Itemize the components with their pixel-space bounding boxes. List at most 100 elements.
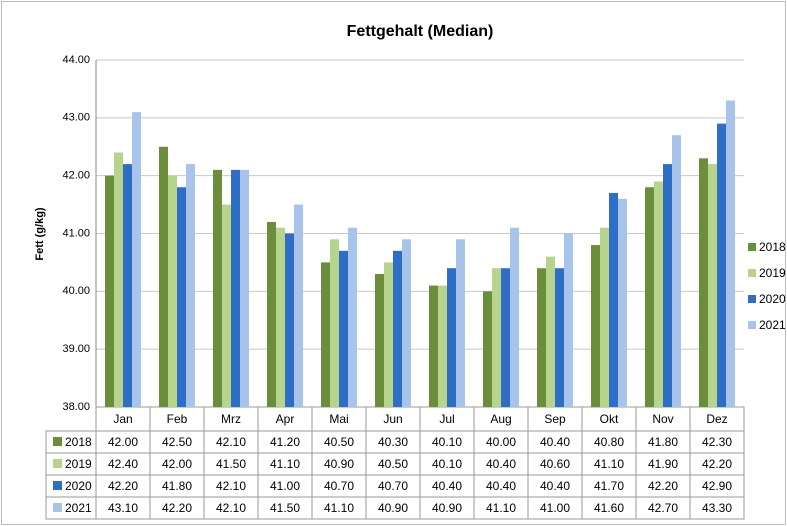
table-value: 41.00 <box>270 479 300 493</box>
bar <box>456 239 465 407</box>
bar <box>510 227 519 407</box>
x-tick-label: Jan <box>113 412 132 426</box>
bar <box>645 187 654 407</box>
table-value: 41.10 <box>486 501 516 515</box>
bar <box>447 268 456 407</box>
bar <box>294 204 303 407</box>
y-tick-label: 43.00 <box>62 112 90 124</box>
table-value: 41.70 <box>594 479 624 493</box>
bar <box>123 164 132 407</box>
table-cell <box>689 496 745 520</box>
y-tick-label: 39.00 <box>62 343 90 355</box>
table-value: 42.20 <box>162 501 192 515</box>
bar <box>492 268 501 407</box>
table-value: 40.10 <box>432 457 462 471</box>
bar <box>591 245 600 407</box>
bar <box>438 285 447 407</box>
x-tick-label: Okt <box>600 412 619 426</box>
table-value: 41.50 <box>270 501 300 515</box>
table-value: 42.20 <box>648 479 678 493</box>
bar <box>114 152 123 407</box>
bar <box>726 100 735 407</box>
legend-key <box>748 269 756 277</box>
legend-key <box>748 295 756 303</box>
table-value: 41.10 <box>324 501 354 515</box>
x-tick-label: Nov <box>652 412 673 426</box>
bar <box>564 233 573 407</box>
table-value: 42.10 <box>216 501 246 515</box>
table-value: 40.40 <box>540 435 570 449</box>
table-value: 42.20 <box>702 457 732 471</box>
bar <box>321 262 330 407</box>
x-tick-label: Apr <box>276 412 295 426</box>
bar <box>672 135 681 407</box>
table-value: 40.40 <box>486 457 516 471</box>
x-tick-label: Dez <box>706 412 727 426</box>
bar <box>393 250 402 407</box>
table-value: 42.10 <box>216 435 246 449</box>
bar <box>654 181 663 407</box>
x-tick-label: Jul <box>439 412 454 426</box>
table-value: 40.90 <box>432 501 462 515</box>
bar <box>240 169 249 407</box>
bar <box>186 164 195 407</box>
bar <box>600 227 609 407</box>
table-value: 42.70 <box>648 501 678 515</box>
table-value: 40.60 <box>540 457 570 471</box>
table-value: 41.50 <box>216 457 246 471</box>
table-value: 42.40 <box>108 457 138 471</box>
bar <box>213 169 222 407</box>
x-tick-label: Sep <box>544 412 566 426</box>
table-value: 40.90 <box>324 457 354 471</box>
table-value: 42.50 <box>162 435 192 449</box>
table-value: 40.40 <box>486 479 516 493</box>
bar <box>177 187 186 407</box>
bar <box>276 227 285 407</box>
bar <box>231 169 240 407</box>
table-series-name: 2019 <box>65 457 92 471</box>
bar <box>618 198 627 407</box>
table-value: 43.30 <box>702 501 732 515</box>
bar <box>339 250 348 407</box>
bar <box>384 262 393 407</box>
bar <box>105 175 114 407</box>
legend-key <box>53 481 62 490</box>
legend-label: 2019 <box>759 266 786 280</box>
table-value: 41.00 <box>540 501 570 515</box>
table-value: 41.10 <box>270 457 300 471</box>
bar <box>402 239 411 407</box>
table-value: 42.00 <box>162 457 192 471</box>
bar <box>132 112 141 408</box>
x-tick-label: Mai <box>329 412 348 426</box>
bar <box>168 175 177 407</box>
bar <box>708 164 717 407</box>
x-tick-label: Jun <box>383 412 402 426</box>
table-value: 41.60 <box>594 501 624 515</box>
table-value: 40.70 <box>378 479 408 493</box>
bar <box>483 291 492 407</box>
table-value: 40.90 <box>378 501 408 515</box>
y-tick-label: 44.00 <box>62 54 90 66</box>
table-series-name: 2020 <box>65 479 92 493</box>
y-tick-label: 38.00 <box>62 401 90 413</box>
table-value: 40.50 <box>378 457 408 471</box>
bar <box>609 193 618 407</box>
bar <box>159 146 168 407</box>
table-value: 40.50 <box>324 435 354 449</box>
table-value: 42.10 <box>216 479 246 493</box>
bar <box>717 123 726 407</box>
table-value: 43.10 <box>108 501 138 515</box>
table-value: 40.70 <box>324 479 354 493</box>
table-value: 41.80 <box>648 435 678 449</box>
x-tick-label: Feb <box>167 412 188 426</box>
bar <box>375 273 384 407</box>
bar <box>429 285 438 407</box>
bar <box>501 268 510 407</box>
legend-key <box>748 243 756 251</box>
legend-label: 2021 <box>759 318 786 332</box>
y-tick-label: 40.00 <box>62 285 90 297</box>
table-value: 41.20 <box>270 435 300 449</box>
table-value: 41.10 <box>594 457 624 471</box>
bar <box>348 227 357 407</box>
